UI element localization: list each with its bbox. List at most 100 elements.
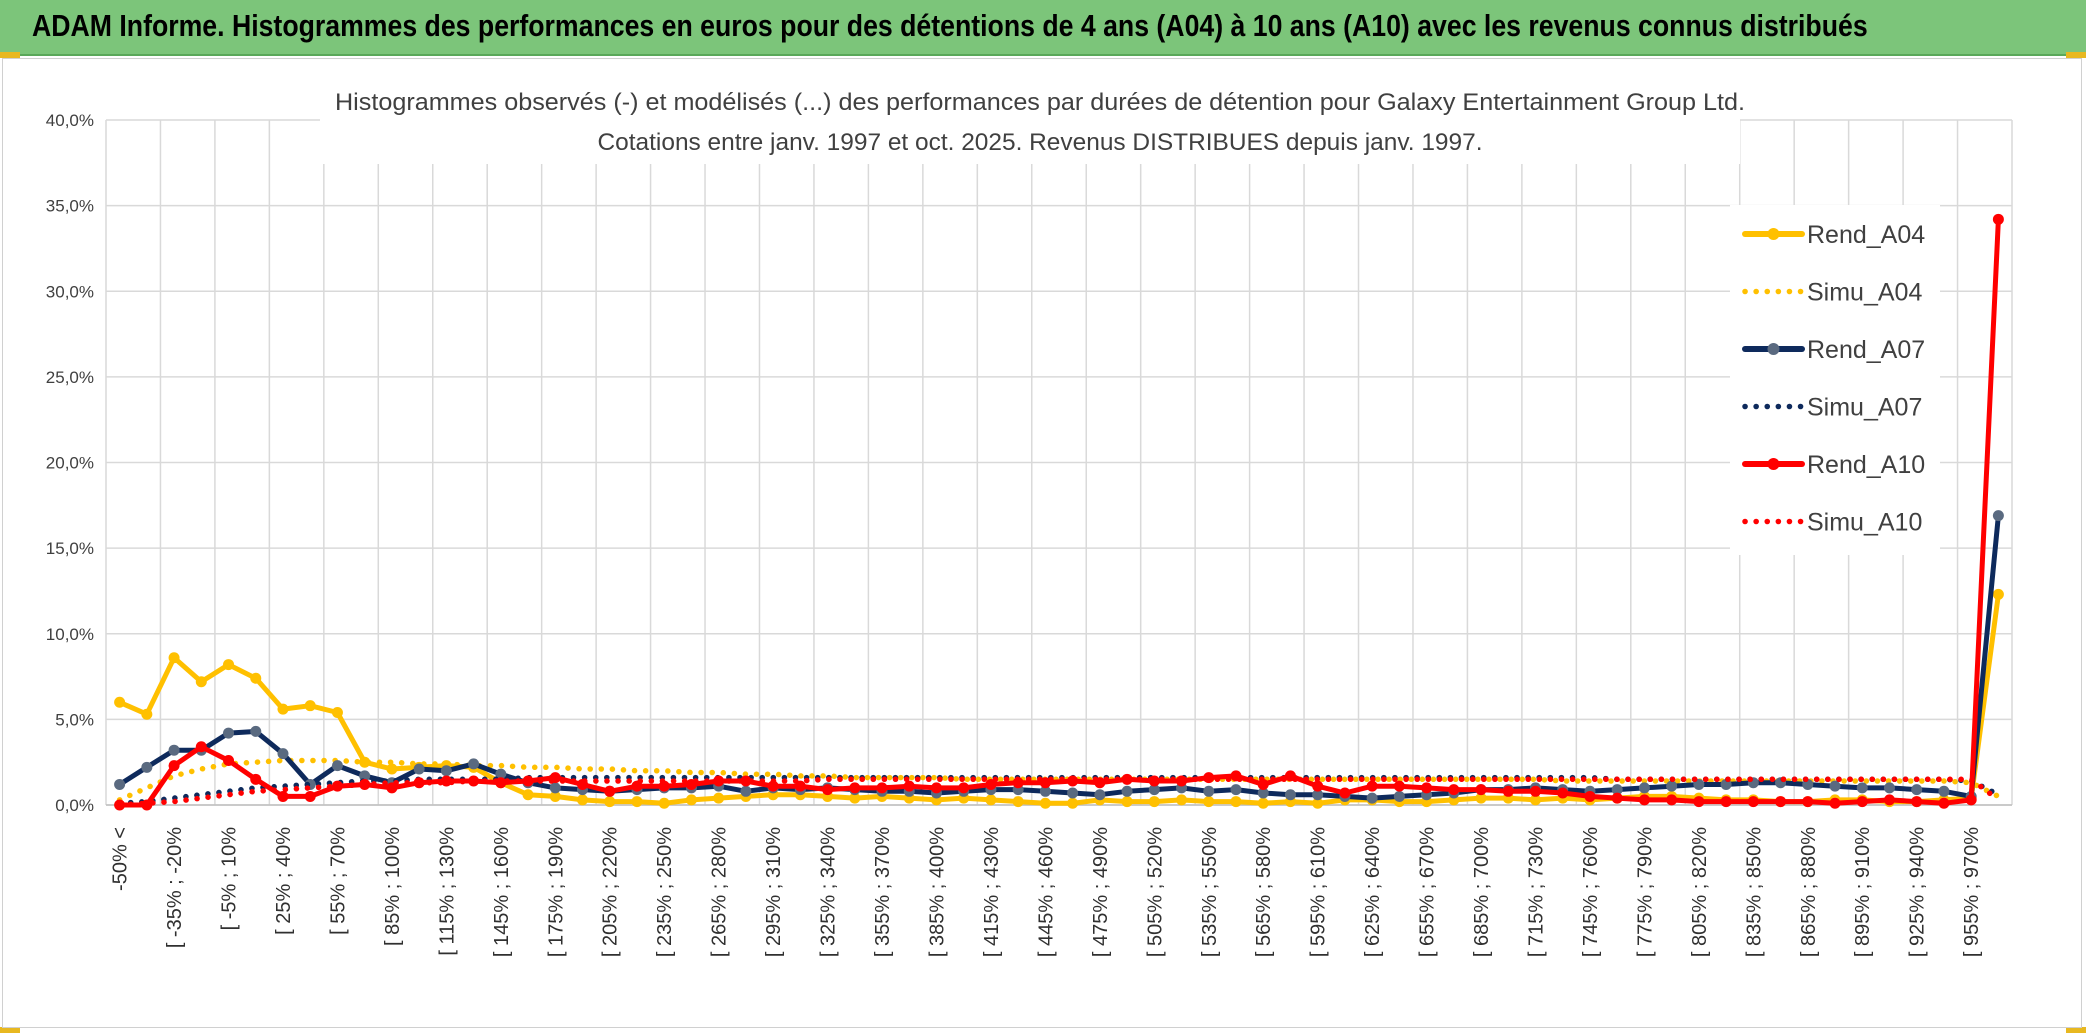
data-point-rend_a04	[1230, 796, 1242, 808]
grid-layer	[105, 119, 2013, 806]
chart-title: Histogrammes observés (-) et modélisés (…	[335, 89, 1745, 116]
data-point-rend_a07	[1094, 789, 1106, 801]
data-point-rend_a07	[1366, 792, 1378, 804]
x-tick-label: [ 355% ; 370%	[872, 827, 894, 957]
data-point-rend_a04	[1067, 797, 1079, 809]
data-point-rend_a04	[141, 708, 153, 720]
data-point-rend_a07	[1284, 789, 1296, 801]
x-tick-label: [ -5% ; 10%	[219, 827, 241, 931]
data-point-rend_a07	[1666, 780, 1678, 792]
x-tick-label: [ -35% ; -20%	[164, 827, 186, 948]
x-tick-label: [ 55% ; 70%	[327, 827, 349, 935]
title-background	[320, 80, 1740, 164]
corner-mark-right	[2066, 52, 2086, 58]
data-point-rend_a10	[223, 754, 235, 766]
data-point-rend_a04	[277, 703, 289, 715]
data-point-rend_a04	[250, 672, 262, 684]
data-point-rend_a04	[1148, 796, 1160, 808]
data-point-rend_a10	[740, 775, 752, 787]
legend-label-simu_a04: Simu_A04	[1807, 279, 1922, 307]
x-tick-label: [ 685% ; 700%	[1471, 827, 1493, 957]
data-point-rend_a10	[985, 778, 997, 790]
corner-mark-left	[0, 52, 20, 58]
data-point-rend_a07	[1883, 782, 1895, 794]
data-point-rend_a10	[1938, 797, 1950, 809]
data-point-rend_a04	[331, 707, 343, 719]
data-point-rend_a10	[1421, 782, 1433, 794]
data-point-rend_a10	[1448, 784, 1460, 796]
data-point-rend_a07	[1257, 787, 1269, 799]
data-point-rend_a10	[1557, 787, 1569, 799]
x-tick-label: [ 745% ; 760%	[1580, 827, 1602, 957]
x-tick-label: [ 925% ; 940%	[1907, 827, 1929, 957]
series-line-simu_a10	[116, 776, 2002, 808]
x-tick-label: [ 265% ; 280%	[709, 827, 731, 957]
data-point-rend_a10	[1829, 797, 1841, 809]
x-tick-label: [ 595% ; 610%	[1308, 827, 1330, 957]
data-point-rend_a10	[794, 780, 806, 792]
data-point-rend_a07	[1829, 780, 1841, 792]
axis-layer: 0,0% 5,0% 10,0% 15,0% 20,0% 25,0% 30,0% 35,0% 40…	[46, 111, 2012, 957]
data-point-rend_a07	[1856, 782, 1868, 794]
data-point-rend_a10	[250, 773, 262, 785]
chart-frame	[2, 58, 2082, 1028]
data-point-rend_a07	[440, 765, 452, 777]
data-point-rend_a10	[1366, 780, 1378, 792]
data-point-rend_a04	[658, 797, 670, 809]
data-point-rend_a04	[985, 794, 997, 806]
data-point-rend_a10	[168, 760, 180, 772]
data-point-rend_a10	[849, 782, 861, 794]
data-point-rend_a07	[549, 782, 561, 794]
data-point-rend_a04	[1176, 794, 1188, 806]
series-line-simu_a04	[116, 757, 2002, 803]
data-point-rend_a07	[114, 778, 126, 790]
x-tick-label: [ 535% ; 550%	[1199, 827, 1221, 957]
data-point-rend_a04	[1475, 792, 1487, 804]
legend: Rend_A04 Simu_A04 Rend_A07 Simu_A07 Rend_A10…	[1730, 205, 1940, 555]
data-point-rend_a10	[1339, 787, 1351, 799]
x-tick-label: [ 205% ; 220%	[600, 827, 622, 957]
y-tick-label: 5,0%	[55, 710, 94, 729]
data-point-rend_a10	[1965, 794, 1977, 806]
data-point-rend_a07	[1067, 787, 1079, 799]
data-point-rend_a10	[822, 784, 834, 796]
data-point-rend_a10	[1911, 796, 1923, 808]
chart-subtitle: Cotations entre janv. 1997 et oct. 2025.…	[598, 129, 1483, 156]
y-tick-label: 35,0%	[46, 197, 94, 216]
data-point-rend_a07	[1992, 510, 2004, 522]
x-tick-label: [ 385% ; 400%	[926, 827, 948, 957]
data-point-rend_a07	[1148, 784, 1160, 796]
data-point-rend_a10	[1992, 213, 2004, 225]
data-point-rend_a07	[1693, 778, 1705, 790]
data-point-rend_a07	[1230, 784, 1242, 796]
data-point-rend_a10	[604, 785, 616, 797]
x-tick-label: [ 655% ; 670%	[1417, 827, 1439, 957]
x-tick-label: [ 865% ; 880%	[1798, 827, 1820, 957]
series-layer	[114, 213, 2004, 811]
corner-mark-bottom-left	[0, 1027, 20, 1033]
data-point-rend_a07	[1938, 785, 1950, 797]
data-point-rend_a07	[1911, 784, 1923, 796]
y-tick-label: 40,0%	[46, 111, 94, 130]
legend-label-rend_a04: Rend_A04	[1807, 221, 1925, 249]
data-point-rend_a10	[1802, 796, 1814, 808]
x-tick-label: [ 775% ; 790%	[1634, 827, 1656, 957]
data-point-rend_a10	[1502, 785, 1514, 797]
data-point-rend_a10	[767, 780, 779, 792]
chart-title-block: Histogrammes observés (-) et modélisés (…	[320, 80, 1745, 164]
data-point-rend_a07	[223, 727, 235, 739]
data-point-rend_a07	[1039, 785, 1051, 797]
data-point-rend_a07	[468, 758, 480, 770]
data-point-rend_a04	[849, 792, 861, 804]
data-point-rend_a10	[1039, 777, 1051, 789]
corner-mark-bottom-right	[2066, 1027, 2086, 1033]
data-point-rend_a10	[903, 780, 915, 792]
legend-label-simu_a07: Simu_A07	[1807, 394, 1922, 422]
data-point-rend_a07	[277, 748, 289, 760]
x-tick-label: [ 295% ; 310%	[763, 827, 785, 957]
x-tick-label: [ 625% ; 640%	[1362, 827, 1384, 957]
data-point-rend_a04	[359, 756, 371, 768]
x-tick-label: [ 505% ; 520%	[1144, 827, 1166, 957]
x-tick-label: [ 145% ; 160%	[491, 827, 513, 957]
x-tick-label: [ 235% ; 250%	[654, 827, 676, 957]
